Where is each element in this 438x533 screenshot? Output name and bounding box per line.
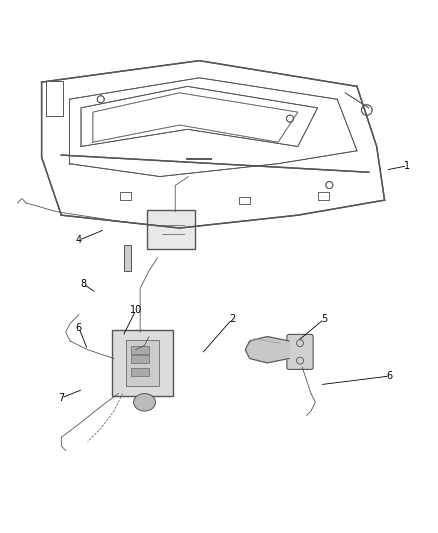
Text: 10: 10	[130, 305, 142, 316]
Text: 1: 1	[404, 161, 410, 171]
Polygon shape	[245, 336, 289, 363]
Text: 2: 2	[229, 314, 235, 324]
Text: 7: 7	[58, 393, 64, 403]
Text: 4: 4	[76, 235, 82, 245]
Text: 6: 6	[76, 323, 82, 333]
Bar	[131, 368, 149, 376]
FancyBboxPatch shape	[287, 334, 313, 369]
Bar	[131, 346, 149, 354]
Bar	[131, 355, 149, 363]
FancyBboxPatch shape	[126, 340, 159, 386]
Ellipse shape	[134, 393, 155, 411]
Text: 6: 6	[387, 371, 393, 381]
FancyBboxPatch shape	[124, 245, 131, 271]
Text: 5: 5	[321, 314, 327, 324]
FancyBboxPatch shape	[112, 330, 173, 395]
Text: 8: 8	[80, 279, 86, 289]
FancyBboxPatch shape	[147, 209, 195, 249]
